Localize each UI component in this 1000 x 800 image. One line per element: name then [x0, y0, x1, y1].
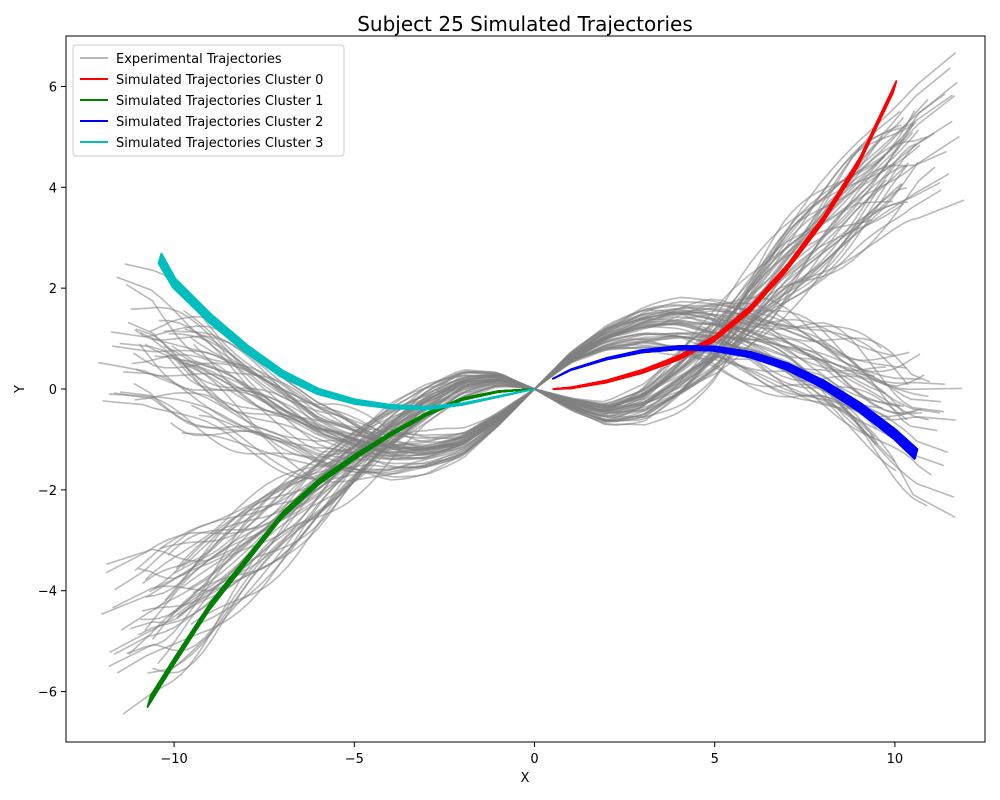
- simulated-trajectory-cluster-0: [552, 80, 898, 390]
- experimental-trajectory: [134, 388, 536, 483]
- chart-title: Subject 25 Simulated Trajectories: [357, 12, 693, 36]
- experimental-trajectory: [534, 164, 896, 415]
- experimental-trajectory: [137, 381, 535, 636]
- experimental-trajectory: [192, 378, 535, 594]
- legend-entry-label: Experimental Trajectories: [116, 52, 282, 67]
- experimental-trajectory: [144, 371, 535, 581]
- y-tick-label: 2: [49, 282, 57, 297]
- y-tick-label: 0: [49, 383, 57, 398]
- simulated-trajectory-cluster-2: [552, 345, 919, 451]
- experimental-trajectory: [534, 332, 891, 420]
- experimental-trajectory: [533, 311, 929, 398]
- legend-box: [72, 44, 345, 157]
- experimental-trajectory: [534, 52, 956, 403]
- x-axis: −10 −5 0 5 10: [160, 742, 903, 767]
- x-tick-label: −5: [345, 752, 364, 767]
- experimental-trajectory: [534, 200, 894, 422]
- experimental-trajectory: [185, 361, 536, 453]
- simulated-trajectory-cluster-3: [160, 252, 535, 408]
- legend-entry-label: Simulated Trajectories Cluster 3: [116, 136, 323, 151]
- experimental-trajectory: [124, 263, 535, 439]
- legend-entry-label: Simulated Trajectories Cluster 0: [116, 73, 323, 88]
- legend-entry-label: Simulated Trajectories Cluster 1: [116, 94, 323, 109]
- experimental-trajectory: [534, 179, 887, 415]
- x-tick-label: 0: [530, 752, 538, 767]
- x-tick-label: −10: [160, 752, 187, 767]
- y-axis-label: Y: [13, 385, 28, 394]
- y-tick-label: −6: [38, 686, 57, 701]
- simulated-trajectory-cluster-1: [149, 388, 535, 697]
- y-tick-label: 6: [49, 80, 57, 95]
- experimental-trajectory: [105, 370, 535, 574]
- experimental-trajectory: [112, 345, 535, 454]
- experimental-trajectory: [164, 374, 535, 601]
- experimental-trajectory: [135, 368, 536, 460]
- experimental-trajectory: [534, 143, 917, 412]
- experimental-trajectory: [134, 328, 535, 449]
- y-tick-label: −2: [38, 484, 57, 499]
- experimental-trajectory: [152, 385, 535, 674]
- experimental-trajectory: [181, 388, 536, 478]
- x-tick-label: 10: [887, 752, 904, 767]
- experimental-trajectory: [198, 388, 536, 481]
- experimental-trajectory: [534, 342, 955, 498]
- experimental-trajectory: [138, 343, 536, 454]
- y-tick-label: 4: [49, 181, 57, 196]
- y-tick-label: −4: [38, 585, 57, 600]
- legend: Experimental Trajectories Simulated Traje…: [72, 44, 345, 157]
- experimental-trajectory: [533, 312, 907, 390]
- experimental-trajectory: [534, 164, 906, 414]
- legend-entry-label: Simulated Trajectories Cluster 2: [116, 115, 323, 130]
- x-tick-label: 5: [711, 752, 719, 767]
- plot-area: [98, 52, 965, 715]
- y-axis: −6 −4 −2 0 2 4 6: [38, 80, 66, 701]
- experimental-trajectory: [533, 308, 882, 390]
- x-axis-label: X: [521, 771, 530, 786]
